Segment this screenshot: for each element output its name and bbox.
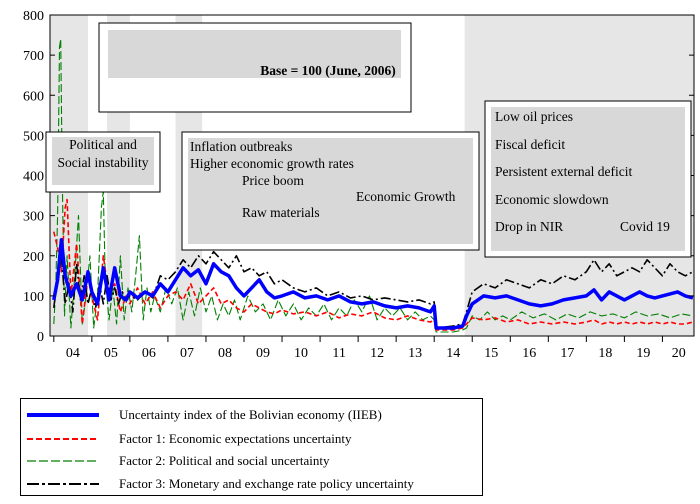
x-tick-label-05: 05 xyxy=(104,346,118,361)
legend-item-factor1: Factor 1: Economic expectations uncertai… xyxy=(27,429,351,449)
x-tick-label-07: 07 xyxy=(180,346,194,361)
annotation-inflation-line2: Higher economic growth rates xyxy=(190,156,354,171)
legend-swatch-iieb xyxy=(27,413,99,417)
annotation-inflation-line3: Price boom xyxy=(242,173,304,188)
annotation-inflation-line5: Raw materials xyxy=(242,205,320,220)
y-tick-label-300: 300 xyxy=(23,210,44,225)
x-tick-label-12: 12 xyxy=(370,346,384,361)
annotation-oil-line6: Covid 19 xyxy=(620,219,670,234)
chart-svg: 0 100 200 300 400 500 600 700 800 04 05 06 07 08 09 10… xyxy=(23,9,695,361)
annotation-inflation-line1: Inflation outbreaks xyxy=(190,139,292,154)
x-tick-label-10: 10 xyxy=(294,346,308,361)
annotation-oil: Low oil prices Fiscal deficit Persistent… xyxy=(484,100,692,258)
x-tick-label-09: 09 xyxy=(256,346,270,361)
y-tick-label-400: 400 xyxy=(23,170,44,185)
annotation-inflation: Inflation outbreaks Higher economic grow… xyxy=(181,131,480,251)
y-tick-label-500: 500 xyxy=(23,129,44,144)
legend-label-factor3: Factor 3: Monetary and exchange rate pol… xyxy=(119,476,414,491)
x-tick-label-16: 16 xyxy=(522,346,536,361)
annotation-oil-line1: Low oil prices xyxy=(495,109,573,124)
legend-label-factor1: Factor 1: Economic expectations uncertai… xyxy=(119,431,352,446)
legend-swatch-factor1 xyxy=(27,438,99,440)
annotation-political-line2: Social instability xyxy=(57,155,148,170)
annotation-political-line1: Political and xyxy=(69,137,137,152)
x-tick-label-19: 19 xyxy=(636,346,650,361)
legend-swatch-factor2 xyxy=(27,460,99,462)
y-tick-label-800: 800 xyxy=(23,9,44,24)
x-tick-label-14: 14 xyxy=(446,346,460,361)
annotation-oil-line5: Drop in NIR xyxy=(495,219,563,234)
y-tick-label-200: 200 xyxy=(23,250,44,265)
x-axis: 04 05 06 07 08 09 10 11 12 13 14 15 16 17 18 19 20 xyxy=(53,336,686,361)
x-tick-label-11: 11 xyxy=(332,346,345,361)
x-tick-label-08: 08 xyxy=(218,346,232,361)
y-tick-label-700: 700 xyxy=(23,49,44,64)
annotation-oil-line2: Fiscal deficit xyxy=(495,137,565,152)
legend-label-factor2: Factor 2: Political and social uncertain… xyxy=(119,453,330,468)
annotation-inflation-line4: Economic Growth xyxy=(356,189,456,204)
x-tick-label-17: 17 xyxy=(560,346,574,361)
legend-item-iieb: Uncertainty index of the Bolivian econom… xyxy=(27,405,382,425)
legend-label-iieb: Uncertainty index of the Bolivian econom… xyxy=(119,407,382,422)
series-line-1 xyxy=(53,198,694,331)
x-tick-label-20: 20 xyxy=(672,346,686,361)
annotation-political: Political and Social instability xyxy=(45,131,161,193)
y-tick-label-0: 0 xyxy=(37,330,44,345)
x-tick-label-04: 04 xyxy=(66,346,80,361)
legend: Uncertainty index of the Bolivian econom… xyxy=(20,398,483,496)
annotation-oil-line4: Economic slowdown xyxy=(495,192,609,207)
x-tick-label-15: 15 xyxy=(484,346,498,361)
y-tick-label-100: 100 xyxy=(23,290,44,305)
y-tick-label-600: 600 xyxy=(23,89,44,104)
annotation-oil-line3: Persistent external deficit xyxy=(495,164,632,179)
series-line-2 xyxy=(53,38,693,333)
x-tick-label-18: 18 xyxy=(598,346,612,361)
series-line-0 xyxy=(52,237,694,330)
legend-item-factor2: Factor 2: Political and social uncertain… xyxy=(27,451,329,471)
annotation-base: Base = 100 (June, 2006) xyxy=(98,22,412,113)
legend-item-factor3: Factor 3: Monetary and exchange rate pol… xyxy=(27,474,414,494)
legend-swatch-factor3 xyxy=(27,483,99,485)
x-tick-label-06: 06 xyxy=(142,346,156,361)
annotation-base-text: Base = 100 (June, 2006) xyxy=(260,63,396,78)
x-tick-label-13: 13 xyxy=(408,346,422,361)
series-lines xyxy=(52,38,694,333)
